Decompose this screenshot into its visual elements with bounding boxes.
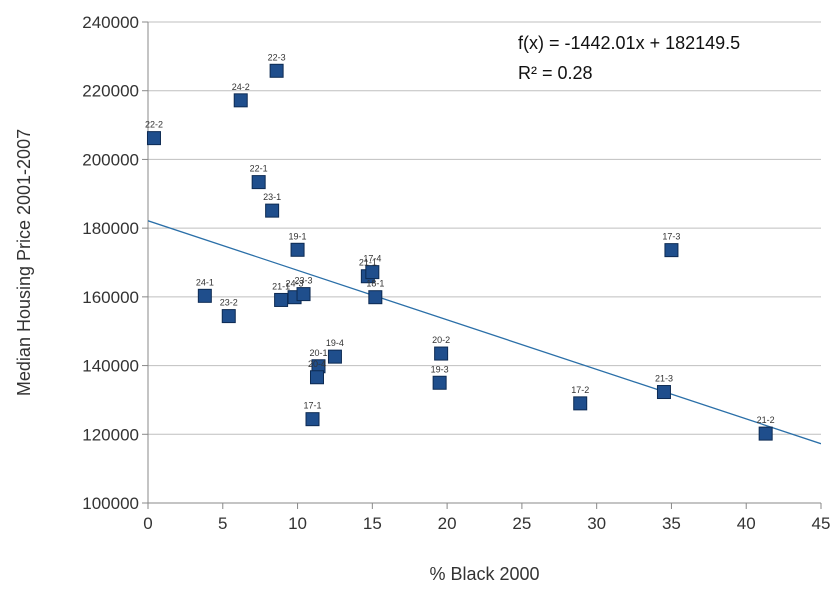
data-point [573,396,588,411]
data-point [221,309,236,324]
point-label: 24-3 [286,279,304,289]
data-point [305,412,320,427]
data-point [758,426,773,441]
point-label: 18-1 [366,279,384,289]
point-label: 23-1 [263,192,281,202]
data-point [269,63,284,78]
r-squared-value: R² = 0.28 [518,63,593,83]
data-point [656,385,671,400]
x-tick-label: 30 [587,514,606,533]
y-tick-label: 100000 [82,494,139,513]
point-label: 19-4 [326,338,344,348]
y-tick-label: 200000 [82,150,139,169]
point-label: 20-2 [432,335,450,345]
x-axis-title: % Black 2000 [429,564,539,584]
point-label: 17-2 [571,385,589,395]
data-point [233,93,248,108]
trendline [148,220,821,445]
point-label: 20-4 [308,359,326,369]
point-label: 17-3 [662,232,680,242]
x-tick-label: 35 [662,514,681,533]
regression-annotation: f(x) = -1442.01x + 182149.5 R² = 0.28 [518,33,740,83]
data-point [309,370,324,385]
x-tick-label: 40 [737,514,756,533]
point-label: 22-1 [250,164,268,174]
point-label: 17-1 [304,401,322,411]
x-tick-label: 5 [218,514,227,533]
data-point [251,175,266,190]
data-point [368,290,383,305]
x-tick-label: 0 [143,514,152,533]
regression-equation: f(x) = -1442.01x + 182149.5 [518,33,740,53]
point-label: 17-4 [363,254,381,264]
point-label: 21-1 [272,281,290,291]
axis-titles: % Black 2000 Median Housing Price 2001-2… [14,129,540,584]
point-label: 21-2 [757,415,775,425]
data-point [434,346,449,361]
axes: 100000 120000 140000 160000 180000 200000 2200… [82,13,830,533]
y-tick-label: 240000 [82,13,139,32]
grid-lines [148,21,821,504]
data-point [327,349,342,364]
y-tick-label: 220000 [82,82,139,101]
y-tick-label: 140000 [82,357,139,376]
data-point [296,287,311,302]
trendline-layer [148,220,821,445]
y-tick-label: 120000 [82,425,139,444]
data-point [664,243,679,258]
data-point [274,292,289,307]
point-label: 19-3 [431,364,449,374]
x-tick-label: 25 [512,514,531,533]
data-point [290,242,305,257]
y-axis-title: Median Housing Price 2001-2007 [14,129,34,396]
point-label: 24-2 [232,82,250,92]
data-point [197,288,212,303]
point-label: 19-1 [289,231,307,241]
x-tick-label: 45 [812,514,831,533]
point-label: 21-3 [655,374,673,384]
y-tick-label: 180000 [82,219,139,238]
data-point [432,375,447,390]
point-label: 20-1 [309,348,327,358]
point-label: 22-2 [145,120,163,130]
point-labels: 22-224-222-322-123-119-124-123-221-124-3… [145,52,775,425]
data-point [265,203,280,218]
data-point [146,131,161,146]
x-tick-label: 10 [288,514,307,533]
data-points [146,63,773,441]
point-label: 23-3 [295,276,313,286]
data-point [365,265,380,280]
point-label: 22-3 [268,52,286,62]
y-tick-label: 160000 [82,288,139,307]
x-tick-label: 20 [438,514,457,533]
point-label: 23-2 [220,298,238,308]
point-label: 24-1 [196,277,214,287]
x-tick-label: 15 [363,514,382,533]
point-label: 21-1 [359,258,377,268]
